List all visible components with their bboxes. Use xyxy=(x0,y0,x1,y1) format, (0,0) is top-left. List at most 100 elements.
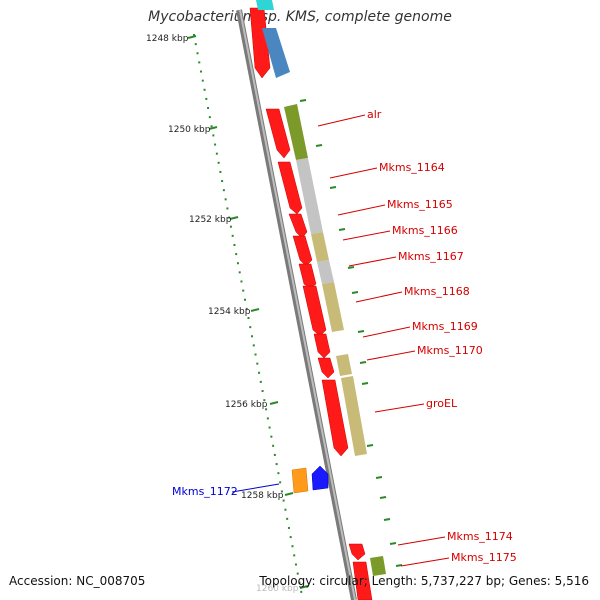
genome-summary-text: Topology: circular; Length: 5,737,227 bp… xyxy=(259,574,589,588)
ruler-dot xyxy=(193,34,195,36)
gene-block[interactable] xyxy=(311,232,329,262)
ruler-label: 1258 kbp xyxy=(241,491,284,501)
gene-block[interactable] xyxy=(317,260,334,284)
ruler-dot xyxy=(293,554,296,557)
ruler-dot xyxy=(275,463,278,466)
ruler-dot xyxy=(263,399,266,402)
forward-strand-genes xyxy=(256,0,386,576)
ruler-dot xyxy=(265,408,268,411)
gene-label[interactable]: groEL xyxy=(426,397,458,410)
ruler-minor-tick xyxy=(389,542,397,545)
gene-block[interactable] xyxy=(284,104,308,160)
gene-label[interactable]: Mkms_1167 xyxy=(398,250,464,263)
gene-label[interactable]: Mkms_1169 xyxy=(412,320,478,333)
ruler-dots xyxy=(193,34,303,593)
accession-text: Accession: NC_008705 xyxy=(9,574,146,588)
gene-arrow[interactable] xyxy=(292,235,313,267)
ruler-dot xyxy=(194,43,197,46)
gene-label-leader xyxy=(355,291,403,303)
ruler-major-tick xyxy=(208,126,218,130)
figure-title: Mycobacterium sp. KMS, complete genome xyxy=(148,9,452,25)
ruler-dot xyxy=(196,52,199,55)
ruler-dot xyxy=(247,317,250,319)
gene-label-leader xyxy=(337,204,386,216)
ruler-dot xyxy=(201,79,204,82)
gene-label[interactable]: Mkms_1168 xyxy=(404,285,470,298)
ruler-dot xyxy=(249,326,252,329)
ruler-dot xyxy=(266,417,269,420)
ruler-dot xyxy=(245,307,248,310)
ruler-major-tick xyxy=(229,216,239,220)
ruler-dot xyxy=(207,107,210,110)
gene-label[interactable]: Mkms_1166 xyxy=(392,224,458,237)
gene-arrow[interactable] xyxy=(311,465,329,491)
gene-label[interactable]: Mkms_1165 xyxy=(387,198,453,211)
ruler-major-tick xyxy=(284,492,294,496)
ruler-dot xyxy=(215,152,218,155)
ruler-minor-tick xyxy=(315,144,323,147)
gene-label[interactable]: Mkms_1174 xyxy=(447,530,513,543)
ruler-dot xyxy=(212,134,215,137)
gene-arrow[interactable] xyxy=(265,108,291,159)
ruler-minor-tick xyxy=(359,361,367,364)
gene-arrow[interactable] xyxy=(277,161,303,215)
gene-block[interactable] xyxy=(341,376,367,456)
ruler-dot xyxy=(294,563,297,566)
gene-labels: alr Mkms_1164 Mkms_1165 Mkms_1166 Mkms_1167 M… xyxy=(172,108,517,567)
ruler-minor-tick xyxy=(347,266,355,269)
ruler-label: 1254 kbp xyxy=(208,307,251,317)
ruler-dot xyxy=(208,116,211,119)
ruler-dot xyxy=(205,97,208,100)
ruler-minor-tick xyxy=(395,564,403,567)
ruler-label: 1250 kbp xyxy=(168,125,211,135)
gene-block[interactable] xyxy=(296,158,323,234)
gene-label[interactable]: Mkms_1172 xyxy=(172,485,238,498)
gene-block[interactable] xyxy=(370,556,386,576)
ruler-dot xyxy=(298,581,301,584)
ruler-dot xyxy=(243,298,246,301)
gene-label-leader xyxy=(366,350,416,361)
ruler-dot xyxy=(258,371,261,374)
gene-arrow[interactable] xyxy=(352,561,373,600)
ruler-minor-tick xyxy=(329,186,337,189)
gene-arrow[interactable] xyxy=(313,333,331,359)
gene-label[interactable]: alr xyxy=(367,108,382,121)
ruler-dot xyxy=(291,545,294,548)
gene-arrow[interactable] xyxy=(298,263,317,289)
ruler-dot xyxy=(268,426,271,429)
gene-block[interactable] xyxy=(291,467,309,494)
ruler-label: 1252 kbp xyxy=(189,215,232,225)
gene-label-leader xyxy=(329,167,378,179)
gene-label-leader xyxy=(317,114,366,127)
ruler-major-tick xyxy=(299,585,309,589)
ruler-minor-tick xyxy=(366,444,374,447)
ruler-dot xyxy=(259,380,262,383)
gene-block[interactable] xyxy=(262,28,290,78)
ruler-dot xyxy=(214,143,217,146)
gene-label[interactable]: Mkms_1164 xyxy=(379,161,445,174)
gene-arrow[interactable] xyxy=(348,543,366,561)
gene-block[interactable] xyxy=(322,282,344,332)
gene-arrow[interactable] xyxy=(302,285,327,337)
gene-block[interactable] xyxy=(256,0,274,10)
gene-block[interactable] xyxy=(336,354,352,376)
ruler-dot xyxy=(210,125,213,128)
ruler-dot xyxy=(229,225,232,228)
gene-arrow[interactable] xyxy=(321,379,349,457)
ruler-minor-tick xyxy=(375,476,383,479)
ruler-dot xyxy=(296,572,299,575)
ruler-dot xyxy=(252,344,255,347)
gene-arrow[interactable] xyxy=(317,357,335,379)
gene-label[interactable]: Mkms_1175 xyxy=(451,551,517,564)
ruler-label: 1248 kbp xyxy=(146,34,189,44)
gene-label[interactable]: Mkms_1170 xyxy=(417,344,483,357)
ruler-dot xyxy=(286,517,289,520)
ruler-dot xyxy=(235,253,238,256)
ruler-dot xyxy=(231,234,234,237)
mkms-1172-cluster xyxy=(291,465,329,494)
gene-arrow[interactable] xyxy=(288,213,308,239)
ruler-dot xyxy=(233,243,236,246)
ruler-minor-tick xyxy=(383,518,391,521)
